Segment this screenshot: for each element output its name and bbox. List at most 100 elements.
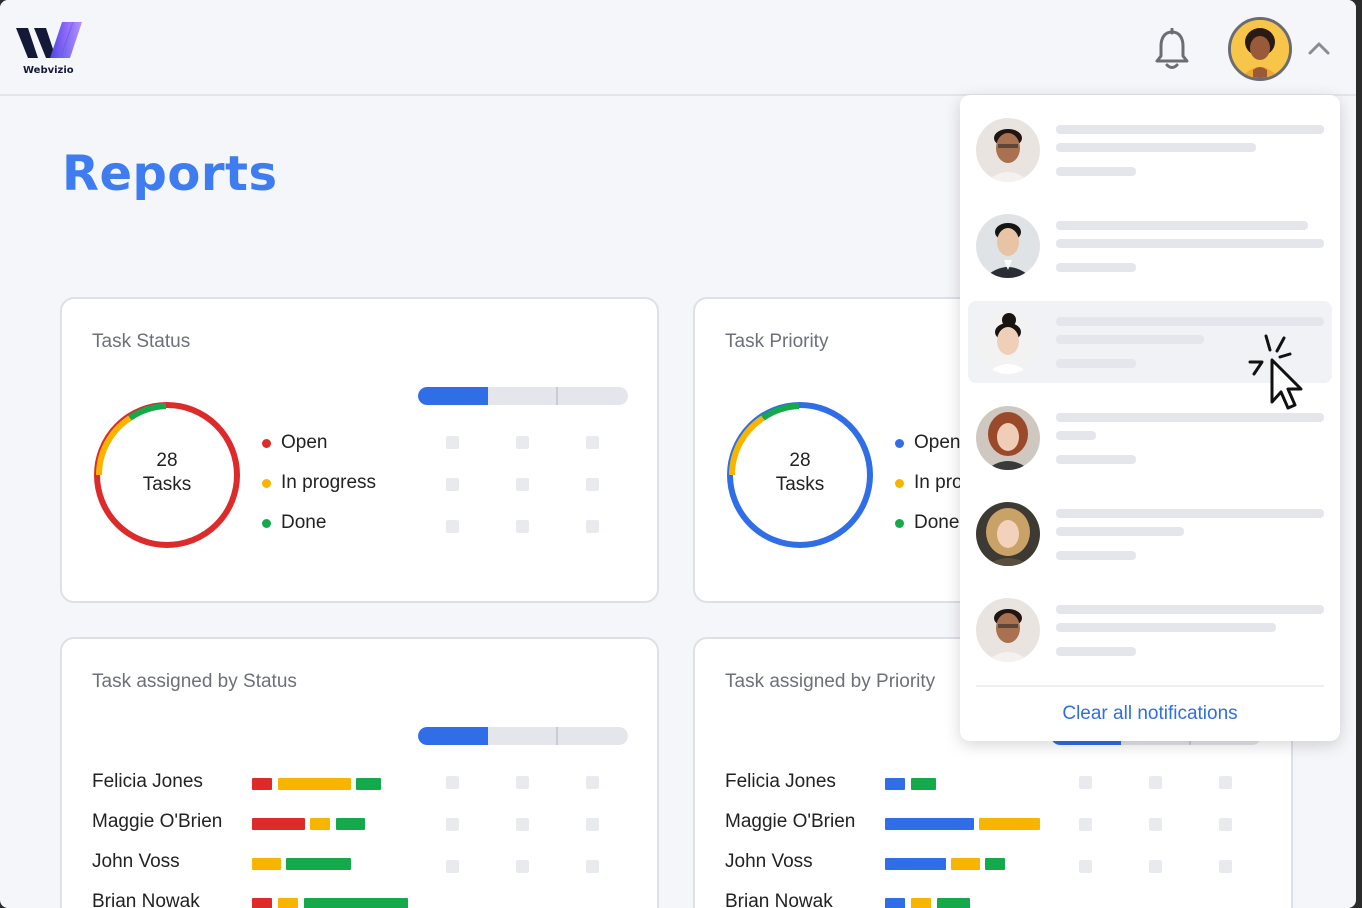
legend-dot [262, 518, 271, 528]
placeholder-cell [516, 818, 529, 831]
notification-item[interactable] [968, 109, 1332, 191]
bar-open [252, 898, 272, 908]
legend-item-in-progress: In progress [262, 463, 376, 503]
task-status-card: Task Status 28 Tasks Open In progress Do… [60, 297, 659, 603]
task-status-donut [94, 402, 240, 548]
webvizio-logo[interactable]: Webvizio [14, 18, 84, 80]
notifications-dropdown: Clear all notifications [960, 95, 1340, 741]
placeholder-cell [516, 478, 529, 491]
bar-open [885, 778, 905, 790]
clear-all-notifications-button[interactable]: Clear all notifications [1062, 703, 1238, 724]
legend-label: Open [281, 432, 328, 453]
bar-open [252, 778, 272, 790]
bar-done [356, 778, 381, 790]
placeholder-line [1056, 335, 1204, 344]
person-name: Felicia Jones [725, 771, 836, 792]
divider [976, 685, 1324, 687]
bar-done [937, 898, 970, 908]
bar-in-progress [951, 858, 980, 870]
notification-item[interactable] [968, 589, 1332, 671]
avatar [976, 598, 1040, 662]
avatar [976, 214, 1040, 278]
placeholder-cell [446, 860, 459, 873]
donut-center-label: 28 Tasks [92, 449, 242, 497]
notification-item[interactable] [968, 205, 1332, 287]
placeholder-cell [586, 818, 599, 831]
placeholder-cell [446, 520, 459, 533]
placeholder-line [1056, 125, 1324, 134]
tab-segment-control[interactable] [418, 727, 628, 745]
placeholder-cell [1219, 818, 1232, 831]
placeholder-cell [586, 436, 599, 449]
bar-open [252, 818, 305, 830]
tab-segment-control[interactable] [418, 387, 628, 405]
legend-dot [262, 438, 271, 448]
legend-dot [262, 478, 271, 488]
notification-item[interactable] [968, 397, 1332, 479]
placeholder-cell [1219, 860, 1232, 873]
bar-done [336, 818, 365, 830]
person-name: Brian Nowak [725, 891, 833, 908]
placeholder-cell [446, 818, 459, 831]
logo-mark-icon [16, 22, 82, 58]
placeholder-cell [1079, 818, 1092, 831]
person-name: Maggie O'Brien [725, 811, 856, 832]
placeholder-cell [1149, 860, 1162, 873]
placeholder-cell [1149, 818, 1162, 831]
legend-label: Done [281, 512, 327, 533]
placeholder-line [1056, 413, 1324, 422]
placeholder-cell [516, 436, 529, 449]
bar-done [985, 858, 1005, 870]
bar-in-progress [278, 898, 298, 908]
bar-open [885, 858, 946, 870]
donut-unit: Tasks [142, 474, 192, 495]
person-name: Brian Nowak [92, 891, 200, 908]
segment-divider [556, 727, 558, 745]
placeholder-line [1056, 605, 1324, 614]
user-avatar[interactable] [1228, 17, 1292, 81]
notification-item[interactable] [968, 493, 1332, 575]
segment-active [418, 387, 488, 405]
avatar [976, 406, 1040, 470]
placeholder-line [1056, 143, 1256, 152]
task-priority-donut [727, 402, 873, 548]
task-status-legend: Open In progress Done [262, 423, 376, 543]
placeholder-cell [586, 860, 599, 873]
legend-dot [895, 518, 904, 528]
legend-label: In progress [281, 472, 377, 493]
legend-item-done: Done [262, 503, 376, 543]
placeholder-cell [586, 478, 599, 491]
top-bar: Webvizio [0, 0, 1356, 96]
placeholder-cell [1149, 776, 1162, 789]
donut-count: 28 [789, 450, 811, 471]
placeholder-cell [586, 776, 599, 789]
placeholder-line [1056, 527, 1184, 536]
placeholder-cell [1079, 860, 1092, 873]
bell-icon[interactable] [1152, 27, 1192, 72]
page-title: Reports [62, 146, 278, 202]
legend-item-open: Open [895, 423, 1009, 463]
placeholder-cell [1079, 776, 1092, 789]
placeholder-cell [516, 860, 529, 873]
donut-unit: Tasks [775, 474, 825, 495]
bar-in-progress [310, 818, 330, 830]
avatar [976, 310, 1040, 374]
person-name: John Voss [725, 851, 813, 872]
placeholder-line [1056, 455, 1136, 464]
placeholder-line [1056, 167, 1136, 176]
notification-item[interactable] [968, 301, 1332, 383]
placeholder-line [1056, 317, 1324, 326]
placeholder-cell [516, 776, 529, 789]
placeholder-cell [516, 520, 529, 533]
placeholder-line [1056, 623, 1276, 632]
logo-text: Webvizio [23, 65, 74, 76]
placeholder-line [1056, 551, 1136, 560]
avatar [976, 502, 1040, 566]
bar-in-progress [278, 778, 351, 790]
chevron-up-icon[interactable] [1306, 38, 1332, 58]
donut-center-label: 28 Tasks [725, 449, 875, 497]
segment-divider [556, 387, 558, 405]
placeholder-cell [586, 520, 599, 533]
bar-done [304, 898, 408, 908]
placeholder-cell [446, 436, 459, 449]
